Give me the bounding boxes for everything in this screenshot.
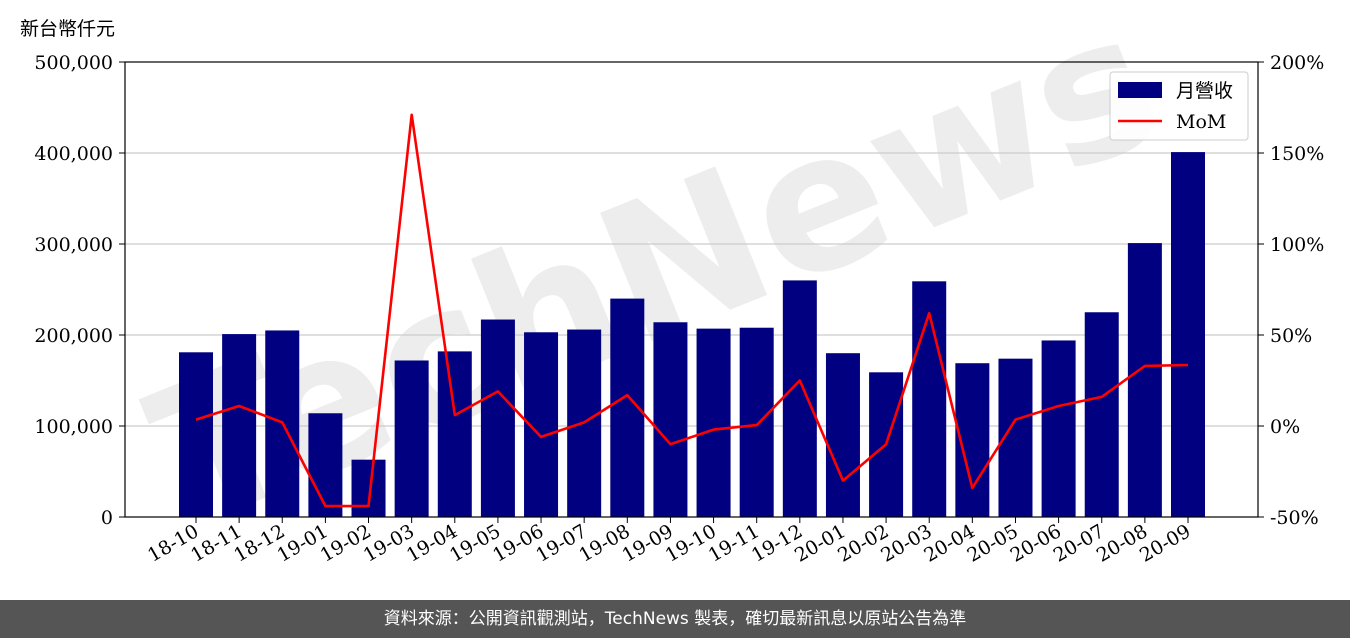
y-tick-label: 300,000 [34,234,113,256]
bar [480,319,515,517]
bar [825,353,860,517]
mom-line [195,113,1189,508]
bar [394,360,429,517]
y2-tick-label: 100% [1270,234,1324,256]
bar [653,322,688,517]
y-axis-unit-label: 新台幣仟元 [20,18,116,40]
bar [179,352,213,517]
y2-tick-label: 0% [1270,416,1300,438]
bar [782,280,817,517]
bar [222,334,257,517]
plot-frame [124,61,1259,518]
legend-bar-swatch [1118,82,1162,98]
y2-tick-label: 150% [1270,143,1324,165]
bar [696,328,731,517]
y-tick-label: 0 [101,507,113,529]
y2-tick-label: 50% [1270,325,1312,347]
bar [912,281,947,517]
y-tick-label: 400,000 [34,143,113,165]
bar [1084,312,1119,517]
legend-bar-label: 月營收 [1176,80,1233,102]
revenue-chart: TechNews0100,000200,000300,000400,000500… [34,0,1324,570]
y2-tick-label: -50% [1270,507,1319,529]
y-tick-label: 200,000 [34,325,113,347]
bar [351,459,386,517]
y-tick-label: 500,000 [34,52,113,74]
bar [308,413,343,517]
y2-tick-label: 200% [1270,52,1324,74]
y-tick-label: 100,000 [34,416,113,438]
bar [739,327,774,517]
legend-line-label: MoM [1176,111,1226,133]
bar [1171,152,1205,517]
x-tick-label: 20-09 [1136,520,1194,566]
bar [1041,340,1076,517]
bar [437,351,472,517]
bar [1127,243,1162,517]
source-footer: 資料來源：公開資訊觀測站，TechNews 製表，確切最新訊息以原站公告為準 [0,600,1350,638]
